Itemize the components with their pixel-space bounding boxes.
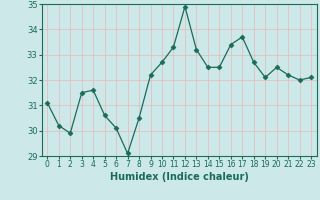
- X-axis label: Humidex (Indice chaleur): Humidex (Indice chaleur): [110, 172, 249, 182]
